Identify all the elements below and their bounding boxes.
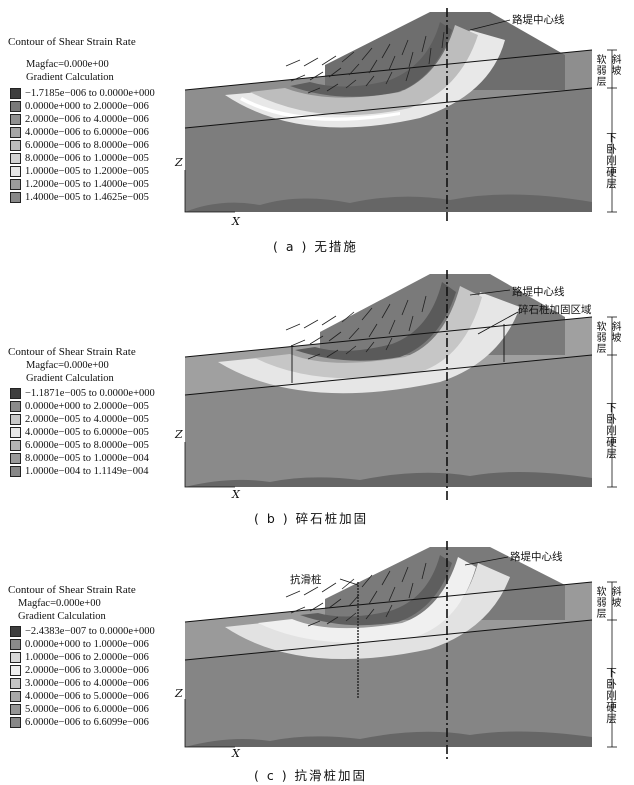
axis-z-label: Z: [175, 687, 183, 700]
panel-b: Contour of Shear Strain Rate Magfac=0.00…: [0, 262, 634, 527]
legend-magfac: Magfac=0.000e+00: [18, 598, 101, 609]
layer-label-hard: 下卧刚硬层: [605, 402, 617, 460]
layer-label-weak: 斜坡 软弱层: [594, 54, 620, 87]
legend-swatch: [10, 440, 21, 451]
legend-swatch: [10, 414, 21, 425]
layer-label-weak: 斜坡 软弱层: [594, 321, 620, 354]
legend-swatch: [10, 388, 21, 399]
legend-title: Contour of Shear Strain Rate: [8, 346, 136, 358]
centerline-annotation: 路堤中心线: [512, 286, 565, 298]
contour-plot-b: [184, 270, 617, 502]
legend-swatch: [10, 427, 21, 438]
contour-plot-c: [184, 541, 617, 759]
legend-magfac: Magfac=0.000e+00: [26, 360, 109, 371]
centerline-annotation: 路堤中心线: [510, 551, 563, 563]
contour-plot-a: [184, 8, 617, 222]
legend-swatch: [10, 678, 21, 689]
axis-x-label: X: [232, 488, 240, 501]
legend-swatch: [10, 140, 21, 151]
caption-a: ( a ) 无措施: [273, 239, 358, 254]
legend-swatch: [10, 691, 21, 702]
axis-z-label: Z: [175, 428, 183, 441]
legend-swatch: [10, 466, 21, 477]
legend-swatch: [10, 717, 21, 728]
centerline-annotation: 路堤中心线: [512, 14, 565, 26]
axis-z-label: Z: [175, 156, 183, 169]
legend-swatch: [10, 626, 21, 637]
panel-a: Contour of Shear Strain Rate Magfac=0.00…: [0, 0, 634, 262]
axis-x-label: X: [232, 215, 240, 228]
legend-swatch: [10, 453, 21, 464]
legend-swatch: [10, 192, 21, 203]
gravel-pile-zone-annotation: 碎石桩加固区域: [518, 304, 592, 316]
layer-label-weak: 斜坡 软弱层: [594, 586, 620, 619]
legend-title: Contour of Shear Strain Rate: [8, 584, 136, 596]
anti-slide-pile-annotation: 抗滑桩: [290, 574, 322, 586]
legend-swatch: [10, 665, 21, 676]
caption-b: ( b ) 碎石桩加固: [254, 511, 369, 526]
legend-swatch: [10, 153, 21, 164]
legend-gradient: Gradient Calculation: [18, 611, 106, 622]
legend-swatch: [10, 166, 21, 177]
axis-x-label: X: [232, 747, 240, 760]
legend-title: Contour of Shear Strain Rate: [8, 36, 136, 48]
layer-label-hard: 下卧刚硬层: [605, 132, 617, 190]
legend-swatch: [10, 652, 21, 663]
legend-swatch: [10, 401, 21, 412]
legend-swatch: [10, 179, 21, 190]
legend-swatch: [10, 101, 21, 112]
legend-gradient: Gradient Calculation: [26, 373, 114, 384]
legend-swatch: [10, 88, 21, 99]
legend-swatch: [10, 114, 21, 125]
legend-magfac: Magfac=0.000e+00: [26, 59, 109, 70]
legend-swatch: [10, 127, 21, 138]
layer-label-hard: 下卧刚硬层: [605, 667, 617, 725]
legend-swatch: [10, 639, 21, 650]
caption-c: ( c ) 抗滑桩加固: [254, 768, 368, 783]
legend-swatch: [10, 704, 21, 715]
legend-gradient: Gradient Calculation: [26, 72, 114, 83]
panel-c: Contour of Shear Strain Rate Magfac=0.00…: [0, 527, 634, 785]
